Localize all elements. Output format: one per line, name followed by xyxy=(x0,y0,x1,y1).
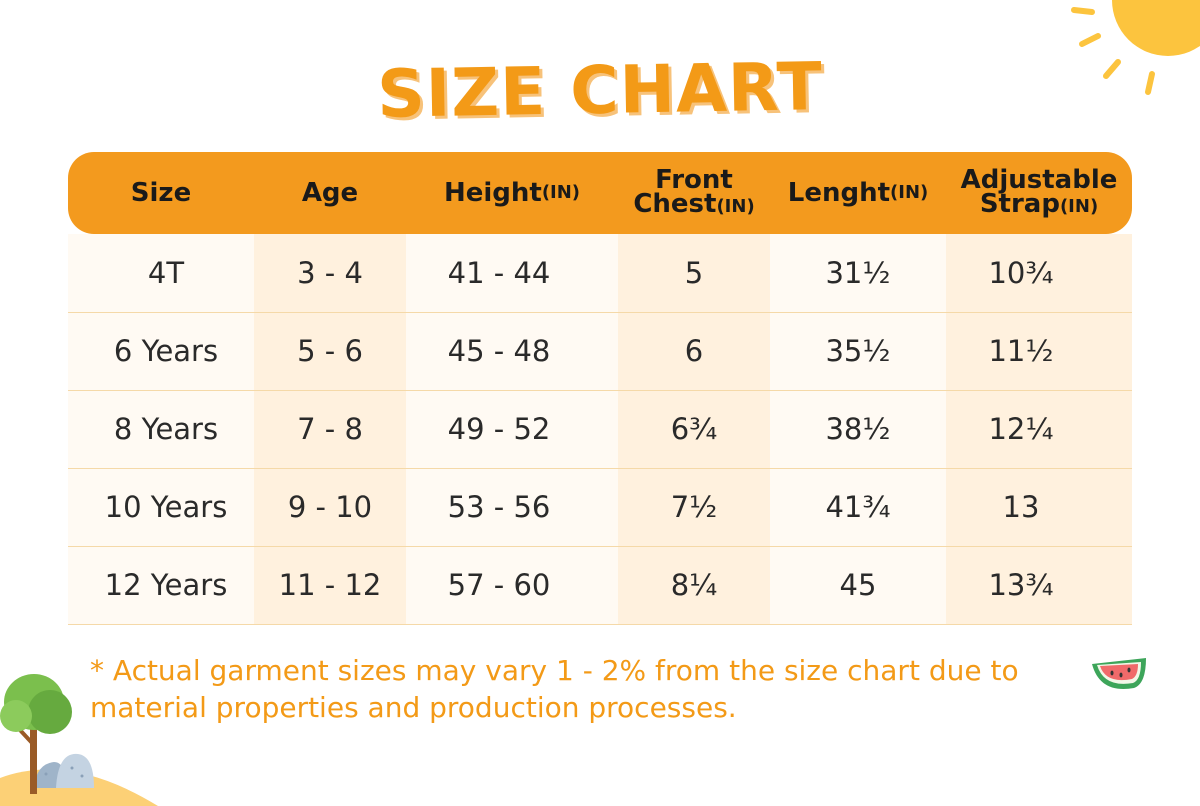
table-row: 6 Years 5 - 6 45 - 48 6 35½ 11½ xyxy=(68,312,1132,391)
table-row: 10 Years 9 - 10 53 - 56 7½ 41¾ 13 xyxy=(68,468,1132,547)
cell-height: 49 - 52 xyxy=(447,412,551,446)
cell-size: 10 Years xyxy=(104,490,228,524)
table-header: Size Age Height (IN) Front Chest(IN) Leng… xyxy=(68,152,1132,234)
cell-height: 45 - 48 xyxy=(447,334,551,368)
cell-height: 57 - 60 xyxy=(447,568,551,602)
header-length-unit: (IN) xyxy=(890,182,929,203)
cell-front-chest: 6 xyxy=(684,334,704,368)
cell-strap: 11½ xyxy=(988,334,1054,368)
cell-front-chest: 7½ xyxy=(670,490,718,524)
header-age: Age xyxy=(254,152,406,234)
tree-icon xyxy=(0,674,72,794)
header-chest-label: Chest xyxy=(633,188,717,219)
cell-age: 3 - 4 xyxy=(297,256,363,290)
header-height: Height (IN) xyxy=(406,152,618,234)
cell-front-chest: 8¼ xyxy=(670,568,718,602)
header-length: Lenght (IN) xyxy=(770,152,946,234)
header-chest-unit: (IN) xyxy=(716,195,755,217)
watermelon-icon xyxy=(1092,658,1146,689)
header-age-label: Age xyxy=(301,178,359,208)
cell-height: 41 - 44 xyxy=(447,256,551,290)
cell-size: 8 Years xyxy=(113,412,219,446)
header-size-label: Size xyxy=(130,178,192,208)
page-title: SIZE CHART xyxy=(376,48,824,133)
column-bg xyxy=(68,234,254,624)
cell-size: 4T xyxy=(147,256,185,290)
cell-age: 5 - 6 xyxy=(297,334,363,368)
cell-length: 31½ xyxy=(825,256,891,290)
sun-icon xyxy=(1071,0,1200,95)
cell-length: 38½ xyxy=(825,412,891,446)
cell-age: 7 - 8 xyxy=(297,412,363,446)
cell-front-chest: 6¾ xyxy=(670,412,718,446)
table-row: 8 Years 7 - 8 49 - 52 6¾ 38½ 12¼ xyxy=(68,390,1132,469)
size-table: Size Age Height (IN) Front Chest(IN) Leng… xyxy=(68,152,1132,625)
column-bg xyxy=(946,234,1132,624)
column-bg xyxy=(406,234,618,624)
cell-height: 53 - 56 xyxy=(447,490,551,524)
header-height-unit: (IN) xyxy=(541,182,581,203)
header-size: Size xyxy=(68,152,254,234)
cell-size: 12 Years xyxy=(104,568,228,602)
column-bg xyxy=(618,234,770,624)
cell-age: 11 - 12 xyxy=(278,568,382,602)
table-row: 12 Years 11 - 12 57 - 60 8¼ 45 13¾ xyxy=(68,546,1132,625)
header-front-chest: Front Chest(IN) xyxy=(618,152,770,234)
cell-length: 45 xyxy=(839,568,877,602)
table-row: 4T 3 - 4 41 - 44 5 31½ 10¾ xyxy=(68,234,1132,313)
column-bg xyxy=(770,234,946,624)
cell-strap: 13¾ xyxy=(988,568,1054,602)
cell-length: 41¾ xyxy=(825,490,891,524)
cell-strap: 13 xyxy=(1002,490,1040,524)
header-length-label: Lenght xyxy=(787,178,891,208)
cell-strap: 10¾ xyxy=(988,256,1054,290)
header-adjustable-strap: Adjustable Strap(IN) xyxy=(946,152,1132,234)
cell-size: 6 Years xyxy=(113,334,219,368)
cell-front-chest: 5 xyxy=(684,256,704,290)
disclaimer-note: * Actual garment sizes may vary 1 - 2% f… xyxy=(90,654,1019,724)
header-adjustable-label: Adjustable xyxy=(960,164,1118,195)
rocks-icon xyxy=(34,753,94,788)
cell-strap: 12¼ xyxy=(988,412,1054,446)
cell-length: 35½ xyxy=(825,334,891,368)
header-strap-label: Strap xyxy=(979,188,1060,219)
cell-age: 9 - 10 xyxy=(287,490,373,524)
column-bg xyxy=(254,234,406,624)
header-front-label: Front xyxy=(655,164,733,195)
header-height-label: Height xyxy=(443,178,542,208)
header-strap-unit: (IN) xyxy=(1059,195,1099,217)
